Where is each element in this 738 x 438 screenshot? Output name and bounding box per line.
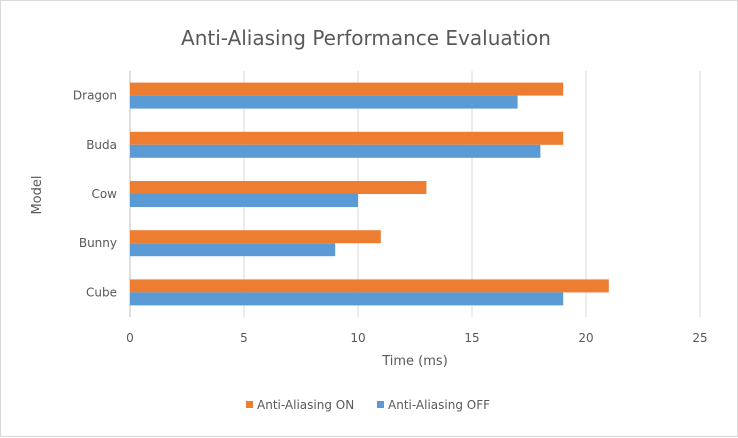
chart-title: Anti-Aliasing Performance Evaluation <box>181 26 551 50</box>
bar-off-cube <box>130 292 564 306</box>
bar-on-dragon <box>130 82 564 96</box>
y-tick-label: Bunny <box>79 236 117 250</box>
x-tick-label: 5 <box>240 331 248 345</box>
x-axis-ticks: 0 5 10 15 20 25 <box>126 331 707 345</box>
bar-off-buda <box>130 144 541 158</box>
x-tick-label: 20 <box>578 331 593 345</box>
legend-swatch <box>246 401 253 408</box>
y-axis-title: Model <box>30 175 45 214</box>
legend: Anti-Aliasing ON Anti-Aliasing OFF <box>246 398 490 412</box>
x-tick-label: 10 <box>350 331 365 345</box>
bar-on-bunny <box>130 230 381 244</box>
x-tick-label: 0 <box>126 331 134 345</box>
bar-on-cube <box>130 279 609 293</box>
bar-off-dragon <box>130 95 518 109</box>
legend-label: Anti-Aliasing OFF <box>388 398 490 412</box>
x-tick-label: 25 <box>692 331 707 345</box>
bar-off-bunny <box>130 243 336 257</box>
y-tick-label: Cube <box>86 285 117 299</box>
y-axis-ticks: Dragon Buda Cow Bunny Cube <box>73 89 117 300</box>
x-axis-title: Time (ms) <box>381 354 448 369</box>
y-tick-label: Cow <box>91 187 117 201</box>
y-tick-label: Dragon <box>73 89 117 103</box>
bar-on-cow <box>130 181 427 194</box>
legend-swatch <box>377 401 384 408</box>
bars <box>130 82 609 306</box>
legend-label: Anti-Aliasing ON <box>257 398 354 412</box>
x-tick-label: 15 <box>464 331 479 345</box>
bar-off-cow <box>130 194 358 207</box>
bar-on-buda <box>130 131 564 145</box>
y-tick-label: Buda <box>86 138 117 152</box>
